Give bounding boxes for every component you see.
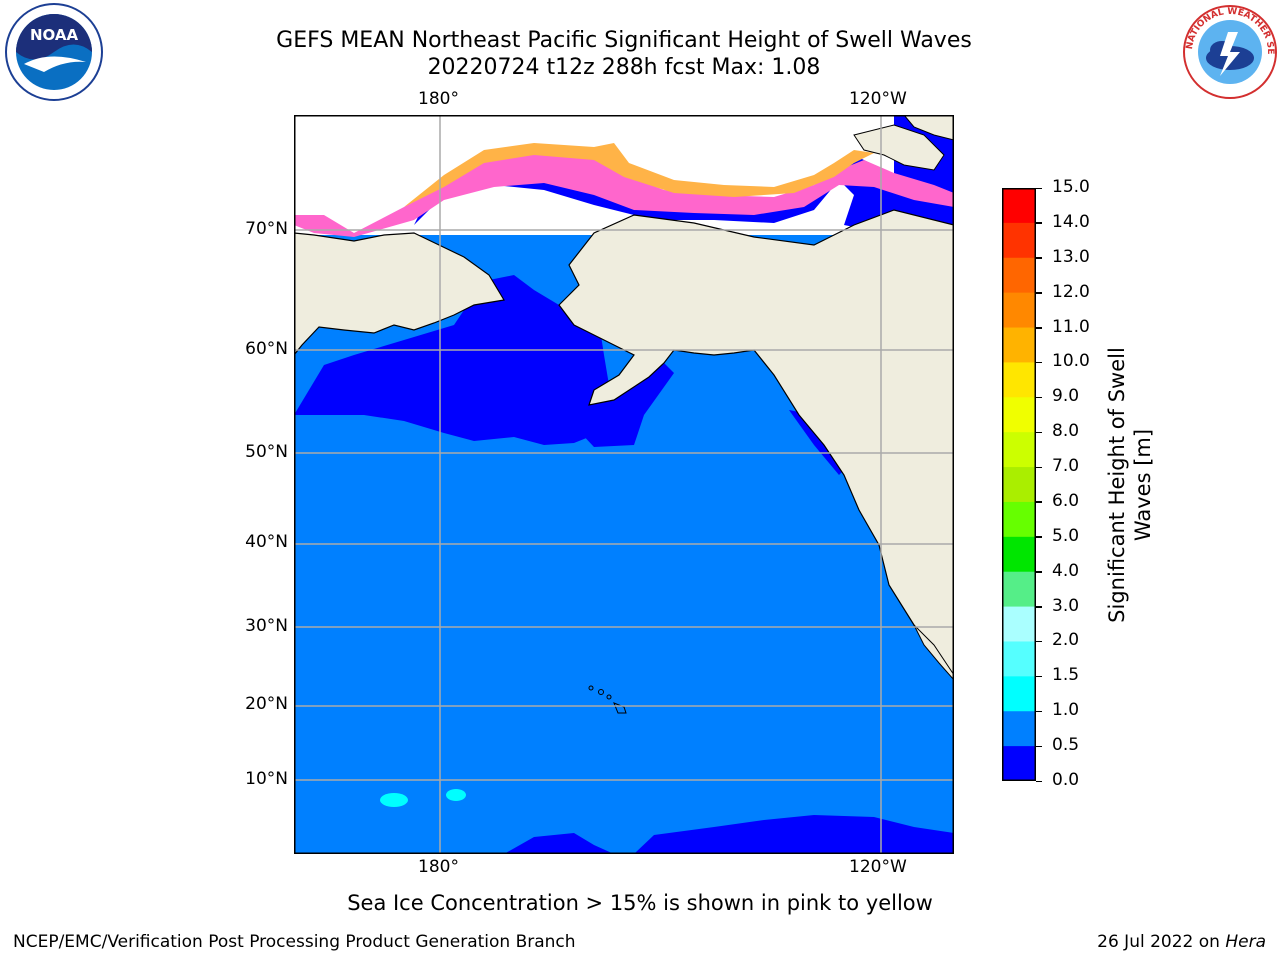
map-panel (294, 115, 954, 854)
colorbar-tick-label: 7.0 (1052, 456, 1080, 477)
colorbar-segment (1002, 606, 1036, 642)
lat-label-10n: 10°N (245, 769, 288, 789)
colorbar-tick-mark (1036, 222, 1042, 224)
colorbar-segment (1002, 432, 1036, 468)
colorbar-segment (1002, 501, 1036, 538)
colorbar (1002, 188, 1036, 781)
colorbar-tick-mark (1036, 257, 1042, 259)
footer-date-prefix: 26 Jul 2022 on (1097, 932, 1226, 952)
colorbar-tick-label: 9.0 (1052, 386, 1080, 407)
lon-label-top-120w: 120°W (849, 89, 907, 109)
colorbar-tick-label: 1.5 (1052, 665, 1080, 686)
colorbar-tick-mark (1036, 292, 1042, 294)
light-swell-spot-2 (446, 789, 466, 801)
colorbar-tick-mark (1036, 571, 1042, 573)
colorbar-tick-mark (1036, 431, 1042, 434)
lat-label-70n: 70°N (245, 219, 288, 239)
nws-logo-icon: NATIONAL WEATHER SERVICE (1180, 2, 1277, 99)
hawaii-islands (588, 685, 627, 714)
colorbar-tick-label: 4.0 (1052, 560, 1080, 581)
colorbar-segment (1002, 571, 1036, 608)
colorbar-tick-label: 5.0 (1052, 525, 1080, 546)
sea-ice-band (294, 150, 954, 237)
colorbar-tick-mark (1036, 466, 1042, 469)
sea-ice-note: Sea Ice Concentration > 15% is shown in … (347, 891, 933, 915)
colorbar-tick-mark (1036, 536, 1042, 538)
noaa-logo-text: NOAA (30, 26, 79, 44)
colorbar-segment (1002, 641, 1036, 677)
noaa-logo-icon: NOAA (5, 3, 103, 101)
colorbar-tick-mark (1036, 606, 1042, 608)
colorbar-tick-label: 1.0 (1052, 700, 1080, 721)
colorbar-tick-mark (1036, 780, 1042, 782)
colorbar-label: Significant Height of Swell Waves [m] (1105, 347, 1155, 623)
colorbar-tick-mark (1036, 327, 1042, 329)
colorbar-segment (1002, 711, 1036, 747)
colorbar-segment (1002, 222, 1036, 259)
colorbar-tick-label: 13.0 (1052, 246, 1090, 267)
bering-low-swell (294, 275, 614, 445)
colorbar-tick-label: 11.0 (1052, 316, 1090, 337)
colorbar-segment (1002, 257, 1036, 294)
chart-title: GEFS MEAN Northeast Pacific Significant … (276, 28, 972, 53)
colorbar-segment (1002, 536, 1036, 573)
colorbar-segment (1002, 746, 1036, 781)
colorbar-tick-mark (1036, 501, 1042, 503)
colorbar-segment (1002, 676, 1036, 712)
alaska-land (558, 209, 954, 676)
footer-date: 26 Jul 2022 on Hera (1097, 932, 1266, 952)
lat-label-20n: 20°N (245, 694, 288, 714)
colorbar-segment (1002, 467, 1036, 503)
equatorial-low-swell (634, 815, 954, 854)
colorbar-tick-label: 0.5 (1052, 735, 1080, 756)
arctic-islands (853, 124, 945, 171)
colorbar-tick-label: 3.0 (1052, 595, 1080, 616)
colorbar-tick-mark (1036, 745, 1042, 748)
equatorial-low-swell-west (504, 833, 614, 854)
footer-host: Hera (1225, 932, 1266, 952)
colorbar-tick-mark (1036, 675, 1042, 678)
colorbar-tick-mark (1036, 396, 1042, 399)
lat-label-50n: 50°N (245, 442, 288, 462)
colorbar-tick-label: 0.0 (1052, 770, 1080, 790)
colorbar-tick-label: 15.0 (1052, 177, 1090, 197)
colorbar-segment (1002, 397, 1036, 433)
colorbar-tick-mark (1036, 710, 1042, 713)
chart-subtitle: 20220724 t12z 288h fcst Max: 1.08 (427, 55, 821, 80)
siberia-land (294, 232, 505, 356)
colorbar-tick-label: 12.0 (1052, 281, 1090, 302)
arctic-island-2 (903, 115, 954, 141)
lon-label-bottom-180: 180° (418, 857, 459, 877)
colorbar-tick-label: 2.0 (1052, 630, 1080, 651)
light-swell-spot (380, 793, 408, 807)
colorbar-tick-label: 14.0 (1052, 211, 1090, 232)
map-gridlines (294, 115, 954, 854)
colorbar-tick-mark (1036, 187, 1042, 189)
colorbar-segment (1002, 292, 1036, 329)
colorbar-segment (1002, 188, 1036, 224)
lon-label-top-180: 180° (418, 89, 459, 109)
lat-label-30n: 30°N (245, 616, 288, 636)
colorbar-tick-label: 6.0 (1052, 490, 1080, 511)
sea-ice-outer (404, 143, 874, 207)
colorbar-tick-label: 8.0 (1052, 421, 1080, 442)
lat-label-40n: 40°N (245, 532, 288, 552)
colorbar-segment (1002, 327, 1036, 363)
lat-label-60n: 60°N (245, 339, 288, 359)
baja-peninsula (913, 624, 954, 681)
lon-label-bottom-120w: 120°W (849, 857, 907, 877)
colorbar-segment (1002, 362, 1036, 398)
colorbar-tick-mark (1036, 640, 1042, 643)
footer-credit: NCEP/EMC/Verification Post Processing Pr… (13, 932, 576, 952)
gulf-low-swell (564, 363, 674, 447)
colorbar-tick-label: 10.0 (1052, 351, 1090, 372)
colorbar-tick-mark (1036, 361, 1042, 364)
